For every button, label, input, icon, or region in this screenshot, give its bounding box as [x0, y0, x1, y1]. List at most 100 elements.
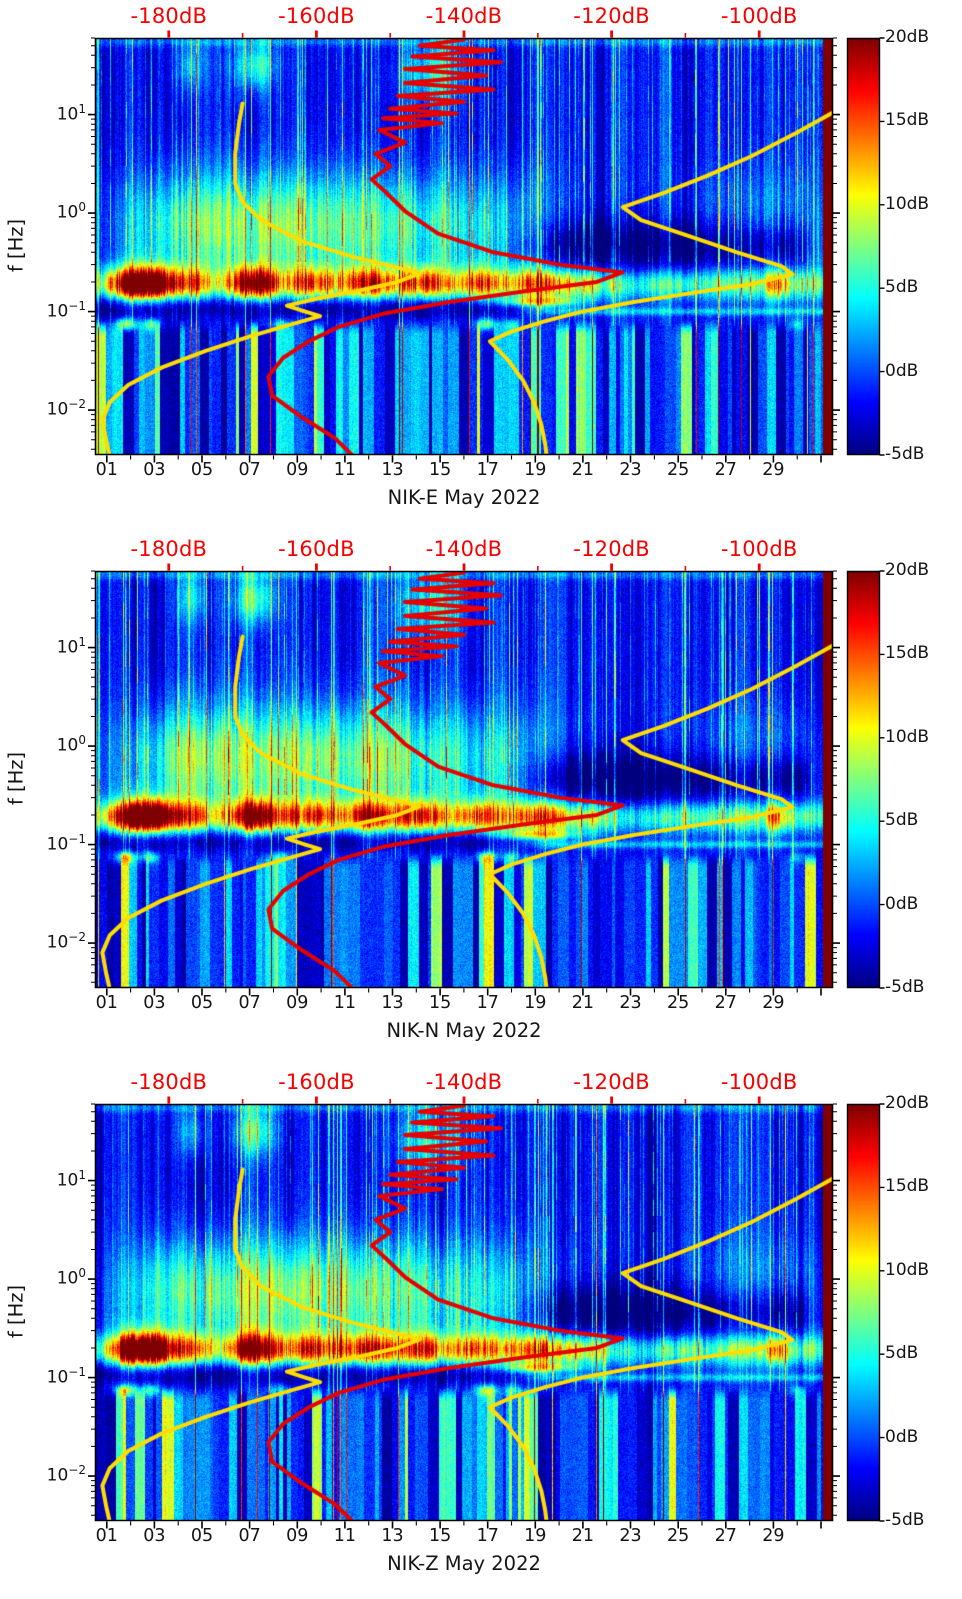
x-tick-label: 09 — [286, 993, 309, 1013]
y-tick-label: 101 — [20, 102, 86, 125]
colorbar-tick-label: 0dB — [885, 893, 919, 914]
colorbar-tick-label: 5dB — [885, 810, 919, 831]
x-tick-label: 29 — [762, 1526, 785, 1546]
y-tick-label: 10−2 — [20, 930, 86, 953]
x-tick-label: 07 — [238, 460, 261, 480]
y-tick-base: 10 — [56, 1170, 79, 1191]
x-tick-label: 09 — [286, 460, 309, 480]
x-tick-label: 05 — [190, 993, 214, 1013]
y-tick-exponent: 1 — [78, 634, 86, 649]
top-axis-label: -160dB — [278, 1070, 355, 1094]
x-tick-label: 03 — [143, 993, 166, 1013]
y-tick-base: 10 — [46, 932, 69, 953]
y-tick-label: 10−1 — [20, 832, 86, 855]
y-tick-label: 100 — [20, 1266, 86, 1289]
x-tick-label: 05 — [190, 460, 214, 480]
y-tick-exponent: −1 — [68, 1364, 86, 1379]
spectrogram-canvas — [95, 1104, 833, 1521]
top-axis-label: -120dB — [573, 4, 650, 28]
spectrogram-panel: -180dB -160dB -140dB -120dB -100dB 01 03 05 07 0… — [0, 1066, 962, 1599]
x-tick-label: 23 — [619, 993, 642, 1013]
y-tick-exponent: 0 — [78, 1266, 86, 1281]
spectrogram-panel: -180dB -160dB -140dB -120dB -100dB 01 03 05 07 0… — [0, 0, 962, 533]
top-axis-label: -140dB — [425, 1070, 503, 1094]
colorbar-canvas — [848, 1104, 879, 1521]
y-tick-base: 10 — [56, 1268, 79, 1289]
colorbar-tick-label: 10dB — [885, 726, 930, 747]
x-tick-label: 09 — [286, 1526, 309, 1546]
x-tick-label: 27 — [714, 993, 737, 1013]
colorbar-tick-label: 10dB — [885, 1259, 930, 1280]
y-tick-exponent: 1 — [78, 101, 86, 116]
colorbar-tick-label: 10dB — [885, 193, 930, 214]
x-tick-label: 19 — [524, 460, 547, 480]
x-tick-label: 17 — [476, 460, 499, 480]
y-tick-label: 10−1 — [20, 1365, 86, 1388]
spectrogram-canvas — [95, 38, 833, 455]
colorbar-tick-label: 15dB — [885, 110, 930, 131]
colorbar-canvas — [848, 38, 879, 455]
top-axis-label: -100dB — [720, 4, 798, 28]
colorbar-tick-label: 0dB — [885, 360, 919, 381]
colorbar-tick-label: 15dB — [885, 1176, 930, 1197]
y-tick-exponent: −2 — [68, 930, 86, 945]
spectrogram-canvas — [95, 571, 833, 988]
top-axis-label: -160dB — [278, 4, 355, 28]
y-tick-base: 10 — [46, 399, 69, 420]
y-tick-exponent: −1 — [68, 298, 86, 313]
y-tick-exponent: −2 — [68, 397, 86, 412]
top-axis-label: -160dB — [278, 537, 355, 561]
y-tick-base: 10 — [56, 637, 79, 658]
top-axis-label: -180dB — [130, 537, 208, 561]
top-axis-label: -100dB — [720, 1070, 798, 1094]
top-axis-label: -120dB — [573, 537, 650, 561]
top-axis-label: -180dB — [130, 1070, 208, 1094]
x-tick-label: 11 — [333, 993, 356, 1013]
y-tick-label: 10−2 — [20, 1463, 86, 1486]
y-tick-base: 10 — [46, 834, 69, 855]
colorbar-canvas — [848, 571, 879, 988]
x-tick-label: 29 — [762, 460, 785, 480]
x-tick-label: 05 — [190, 1526, 214, 1546]
x-tick-label: 15 — [428, 1526, 452, 1546]
y-axis-label: f [Hz] — [4, 751, 28, 806]
x-tick-label: 11 — [333, 1526, 356, 1546]
x-tick-label: 01 — [95, 1526, 118, 1546]
y-tick-exponent: 0 — [78, 200, 86, 215]
x-tick-label: 29 — [762, 993, 785, 1013]
x-tick-label: 13 — [381, 460, 404, 480]
y-tick-label: 100 — [20, 200, 86, 223]
y-tick-exponent: −1 — [68, 831, 86, 846]
x-tick-label: 19 — [524, 993, 547, 1013]
y-tick-base: 10 — [56, 104, 79, 125]
colorbar-tick-label: 20dB — [885, 27, 930, 47]
x-tick-label: 13 — [381, 993, 404, 1013]
colorbar-tick-label: 20dB — [885, 560, 930, 580]
x-tick-label: 07 — [238, 993, 261, 1013]
x-tick-label: 19 — [524, 1526, 547, 1546]
y-tick-label: 100 — [20, 733, 86, 756]
x-tick-label: 21 — [571, 460, 595, 480]
y-tick-label: 101 — [20, 1168, 86, 1191]
x-axis-title: NIK-E May 2022 — [387, 486, 541, 509]
y-tick-exponent: 1 — [78, 1167, 86, 1182]
x-tick-label: 21 — [571, 993, 595, 1013]
x-tick-label: 25 — [667, 1526, 690, 1546]
x-tick-label: 27 — [714, 460, 737, 480]
colorbar-tick-label: -5dB — [885, 977, 925, 997]
top-axis-label: -140dB — [425, 4, 503, 28]
x-tick-label: 03 — [143, 1526, 166, 1546]
x-tick-label: 23 — [619, 460, 642, 480]
top-axis-label: -140dB — [425, 537, 503, 561]
x-tick-label: 27 — [714, 1526, 737, 1546]
colorbar-tick-label: 15dB — [885, 643, 930, 664]
top-axis-label: -120dB — [573, 1070, 650, 1094]
colorbar-tick-label: 0dB — [885, 1426, 919, 1447]
y-tick-base: 10 — [46, 301, 69, 322]
x-axis-title: NIK-Z May 2022 — [387, 1552, 541, 1575]
x-tick-label: 21 — [571, 1526, 595, 1546]
colorbar-tick-label: 5dB — [885, 1343, 919, 1364]
x-tick-label: 25 — [667, 993, 690, 1013]
y-axis-label: f [Hz] — [4, 1284, 28, 1339]
